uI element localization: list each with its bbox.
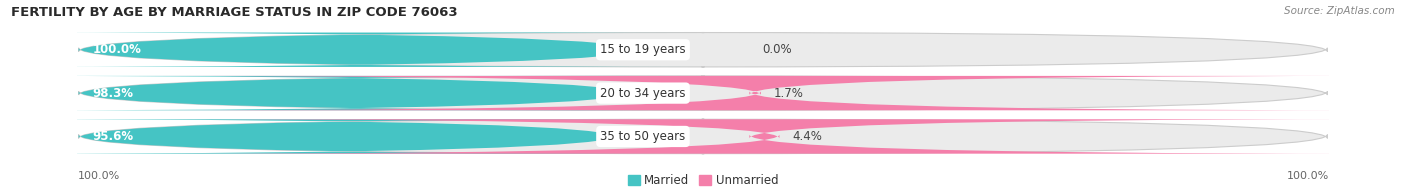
FancyBboxPatch shape [79,119,1327,154]
Text: 20 to 34 years: 20 to 34 years [600,87,686,100]
Legend: Married, Unmarried: Married, Unmarried [628,174,778,187]
Text: 98.3%: 98.3% [93,87,134,100]
FancyBboxPatch shape [7,76,704,110]
Text: 100.0%: 100.0% [1286,171,1329,181]
FancyBboxPatch shape [153,119,1375,154]
Text: 15 to 19 years: 15 to 19 years [600,43,686,56]
Text: 0.0%: 0.0% [762,43,792,56]
Text: 100.0%: 100.0% [77,171,120,181]
Text: 95.6%: 95.6% [93,130,134,143]
Text: FERTILITY BY AGE BY MARRIAGE STATUS IN ZIP CODE 76063: FERTILITY BY AGE BY MARRIAGE STATUS IN Z… [11,6,458,19]
Text: 35 to 50 years: 35 to 50 years [600,130,686,143]
FancyBboxPatch shape [135,76,1375,110]
Text: 1.7%: 1.7% [773,87,803,100]
Text: 100.0%: 100.0% [93,43,141,56]
Text: 4.4%: 4.4% [792,130,823,143]
FancyBboxPatch shape [79,76,1327,110]
FancyBboxPatch shape [79,33,1327,67]
FancyBboxPatch shape [17,33,704,67]
Text: Source: ZipAtlas.com: Source: ZipAtlas.com [1284,6,1395,16]
FancyBboxPatch shape [0,119,704,154]
